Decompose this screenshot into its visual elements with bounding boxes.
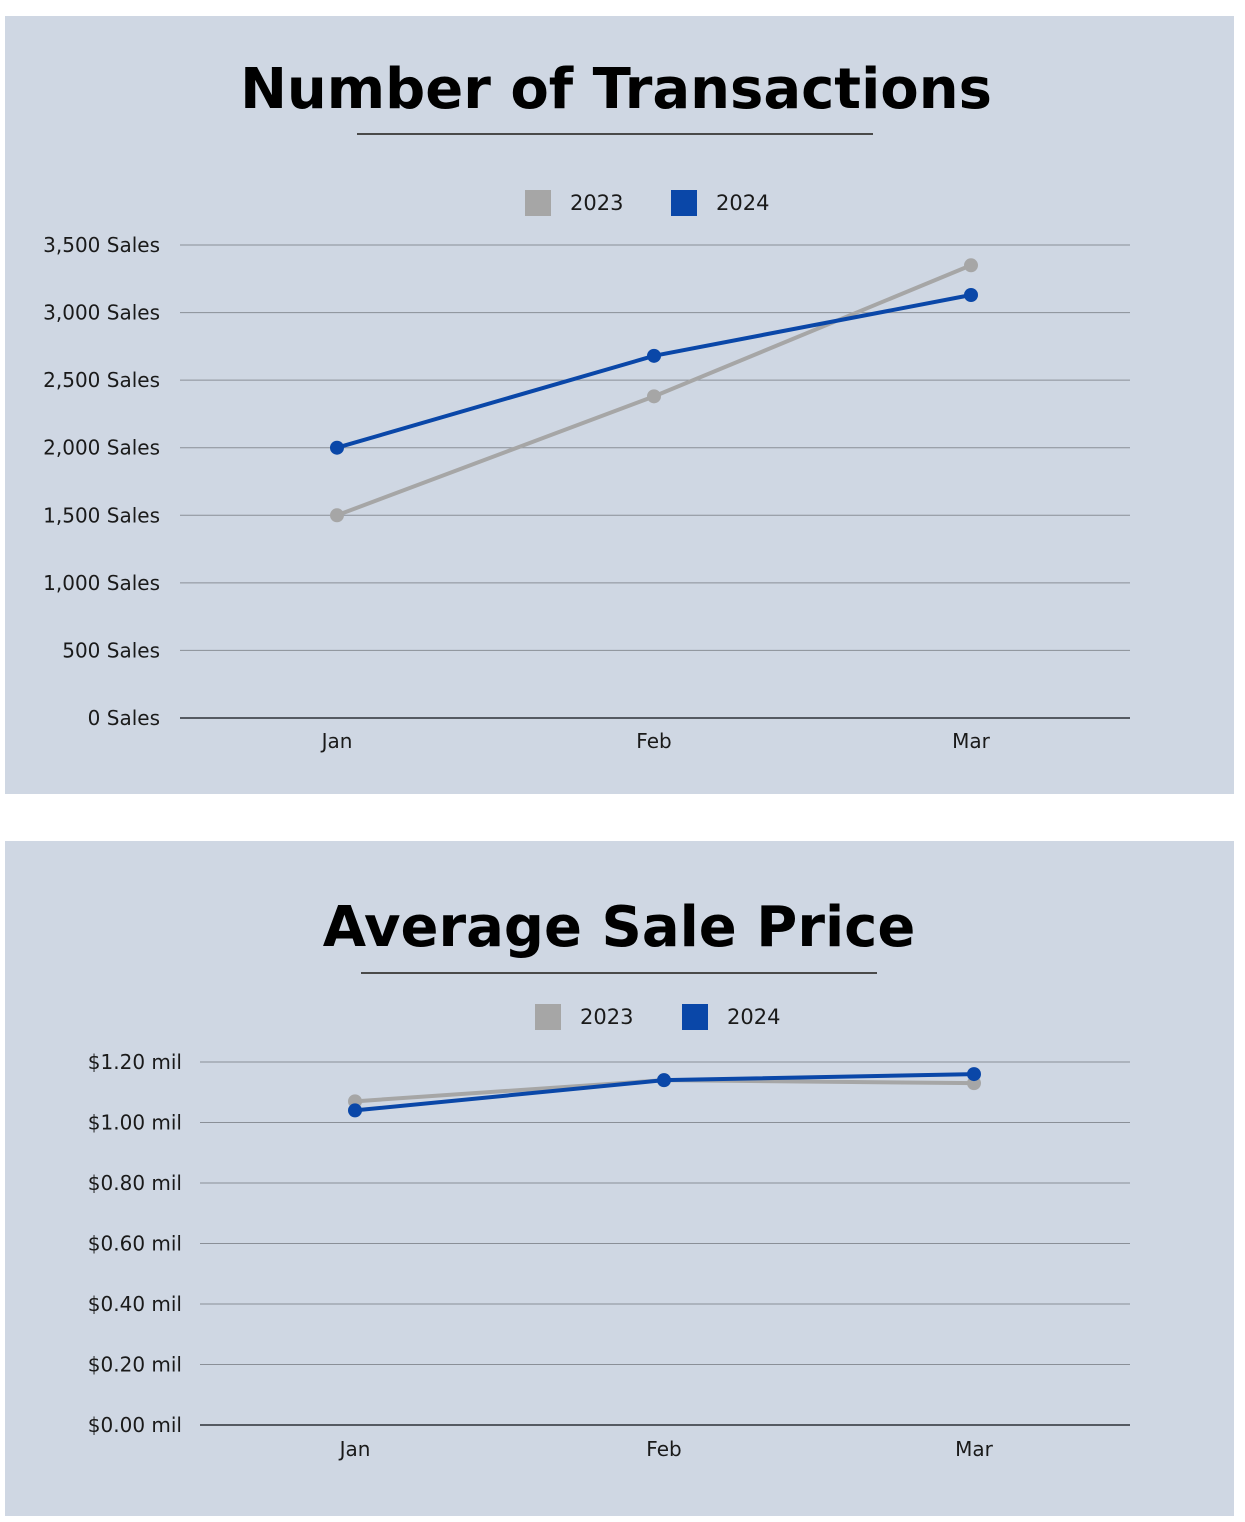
legend-swatch-2024 bbox=[671, 190, 697, 216]
data-point-2024-mar bbox=[964, 288, 978, 303]
y-tick-label: $0.60 mil bbox=[88, 1232, 182, 1256]
legend-label-2024: 2024 bbox=[716, 191, 769, 215]
y-tick-label: 2,000 Sales bbox=[43, 436, 160, 460]
y-tick-label: 0 Sales bbox=[88, 706, 160, 730]
y-tick-label: 3,500 Sales bbox=[43, 233, 160, 257]
legend-label-2023: 2023 bbox=[580, 1005, 633, 1029]
data-point-2024-jan bbox=[330, 440, 344, 455]
y-tick-label: $0.40 mil bbox=[88, 1292, 182, 1316]
y-tick-label: $1.00 mil bbox=[88, 1111, 182, 1135]
y-tick-label: 1,500 Sales bbox=[43, 503, 160, 527]
y-tick-label: 2,500 Sales bbox=[43, 368, 160, 392]
y-tick-label: 1,000 Sales bbox=[43, 571, 160, 595]
x-tick-label: Mar bbox=[955, 1437, 994, 1461]
legend-swatch-2023 bbox=[525, 190, 551, 216]
legend-label-2023: 2023 bbox=[570, 191, 623, 215]
data-point-2023-feb bbox=[647, 389, 661, 404]
y-tick-label: 500 Sales bbox=[62, 638, 160, 662]
sale-price-chart-panel: Average Sale Price 2023 2024 $0.00 mil $0.20… bbox=[5, 841, 1234, 1516]
data-point-2024-jan bbox=[348, 1103, 362, 1118]
x-tick-label: Jan bbox=[320, 729, 353, 753]
transactions-chart: Number of Transactions 2023 2024 0 Sales 500… bbox=[43, 57, 1130, 753]
series-line-2024 bbox=[335, 293, 973, 450]
y-tick-label: $0.80 mil bbox=[88, 1171, 182, 1195]
x-tick-label: Feb bbox=[646, 1437, 681, 1461]
y-tick-label: $0.00 mil bbox=[88, 1413, 182, 1437]
y-tick-label: $0.20 mil bbox=[88, 1353, 182, 1377]
data-point-2024-feb bbox=[657, 1073, 671, 1088]
transactions-chart-panel: Number of Transactions 2023 2024 0 Sales 500… bbox=[5, 16, 1234, 794]
y-tick-label: 3,000 Sales bbox=[43, 301, 160, 325]
legend-swatch-2023 bbox=[535, 1004, 561, 1030]
chart-title: Average Sale Price bbox=[323, 895, 916, 960]
x-tick-label: Jan bbox=[338, 1437, 371, 1461]
data-point-2023-jan bbox=[330, 508, 344, 523]
sale-price-chart: Average Sale Price 2023 2024 $0.00 mil $0.20… bbox=[88, 895, 1130, 1461]
legend-swatch-2024 bbox=[682, 1004, 708, 1030]
data-point-2024-mar bbox=[967, 1067, 981, 1082]
x-tick-label: Mar bbox=[952, 729, 991, 753]
x-tick-label: Feb bbox=[636, 729, 671, 753]
y-tick-label: $1.20 mil bbox=[88, 1050, 182, 1074]
legend-label-2024: 2024 bbox=[727, 1005, 780, 1029]
chart-title: Number of Transactions bbox=[240, 57, 992, 122]
data-point-2023-mar bbox=[964, 258, 978, 273]
data-point-2024-feb bbox=[647, 348, 661, 363]
